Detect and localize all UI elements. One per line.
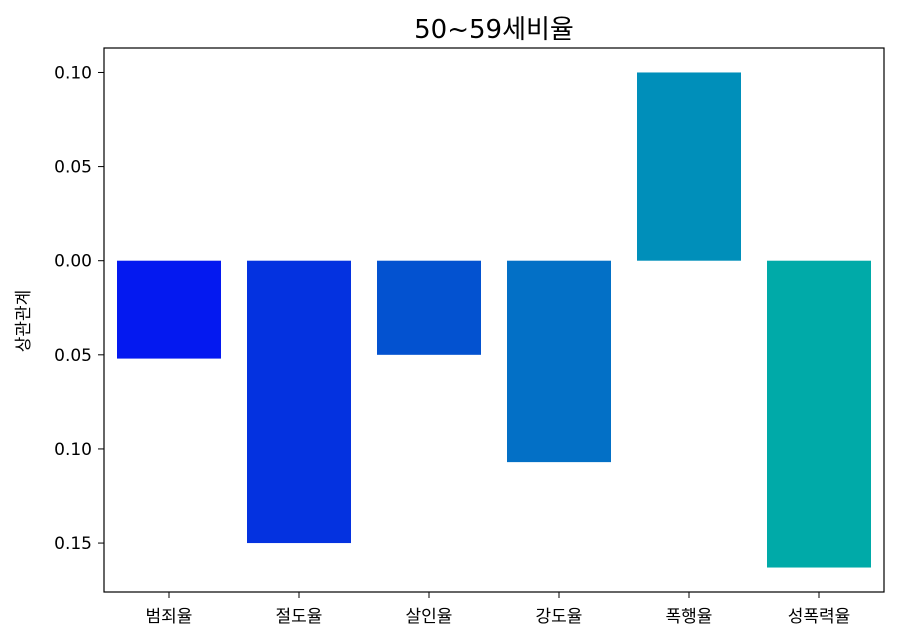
bar-5 — [637, 72, 741, 261]
bars-group — [117, 72, 871, 568]
y-tick-label: 0.15 — [54, 534, 92, 554]
plot-area-frame — [103, 47, 885, 593]
x-tick-label: 폭행율 — [666, 607, 713, 627]
y-axis-ticks: 0.10 0.05 0.00 0.05 0.10 0.15 — [54, 63, 104, 554]
x-tick-label: 성폭력율 — [788, 607, 851, 627]
x-tick-label: 절도율 — [276, 607, 323, 627]
bar-4 — [507, 260, 611, 463]
bar-3 — [377, 260, 481, 355]
bar-2 — [247, 260, 351, 544]
x-tick-label: 범죄율 — [146, 607, 193, 627]
y-tick-label: 0.05 — [54, 346, 92, 366]
x-tick-label: 살인율 — [406, 607, 453, 627]
bar-6 — [767, 260, 871, 568]
y-tick-label: 0.10 — [54, 440, 92, 460]
y-tick-label: 0.10 — [54, 63, 92, 83]
y-tick-label: 0.00 — [54, 252, 92, 272]
y-tick-label: 0.05 — [54, 158, 92, 178]
chart-title: 50~59세비율 — [414, 15, 574, 45]
y-axis-label: 상관관계 — [14, 290, 34, 353]
x-axis-ticks: 범죄율 절도율 살인율 강도율 폭행율 성폭력율 — [146, 592, 851, 627]
bar-1 — [117, 260, 221, 359]
x-tick-label: 강도율 — [536, 607, 583, 627]
